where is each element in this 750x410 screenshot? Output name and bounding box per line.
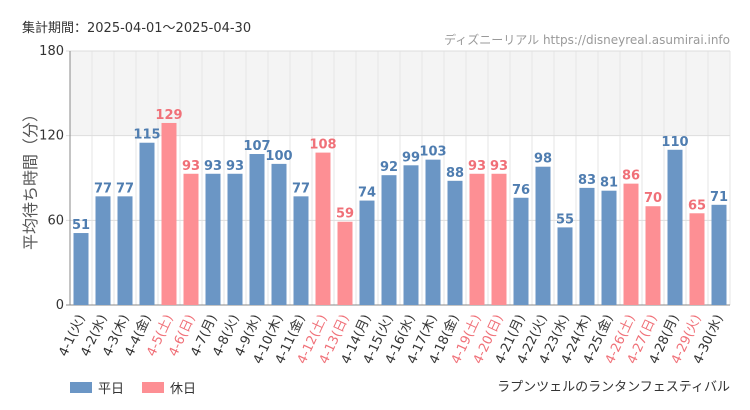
bar — [183, 173, 199, 305]
bar-value-label: 51 — [72, 218, 90, 233]
bar — [205, 173, 221, 305]
bar-value-label: 99 — [402, 150, 420, 165]
bar — [249, 154, 265, 305]
bar-value-label: 77 — [116, 181, 134, 196]
bar-value-label: 129 — [155, 108, 182, 123]
bar — [623, 183, 639, 305]
y-tick-label: 120 — [39, 129, 64, 144]
bar — [579, 187, 595, 305]
bar — [337, 221, 353, 305]
bar — [447, 180, 463, 305]
bar-value-label: 108 — [309, 138, 336, 153]
legend-label-weekday: 平日 — [98, 382, 125, 397]
y-axis-label: 平均待ち時間（分） — [21, 106, 40, 250]
y-tick-label: 60 — [47, 213, 64, 228]
bar — [161, 122, 177, 305]
bar — [271, 163, 287, 305]
bar — [403, 165, 419, 305]
bar-value-label: 77 — [292, 181, 310, 196]
bar — [667, 149, 683, 305]
legend-item-weekday: 平日 — [70, 378, 124, 397]
bar-value-label: 83 — [578, 173, 596, 188]
bar — [359, 200, 375, 305]
bar-value-label: 115 — [133, 128, 160, 143]
legend-item-holiday: 休日 — [142, 378, 196, 397]
bar — [117, 196, 133, 305]
bar-value-label: 100 — [265, 149, 292, 164]
bar-value-label: 110 — [661, 135, 688, 150]
legend-label-holiday: 休日 — [170, 382, 197, 397]
bar — [315, 152, 331, 305]
bar — [293, 196, 309, 305]
bar-value-label: 88 — [446, 166, 464, 181]
chart-subtitle: ラプンツェルのランタンフェスティバル — [497, 380, 730, 395]
bar — [381, 175, 397, 305]
bar — [469, 173, 485, 305]
bar — [711, 204, 727, 305]
y-tick-label: 180 — [39, 44, 64, 59]
bar — [513, 197, 529, 305]
bar-value-label: 70 — [644, 191, 662, 206]
bar-value-label: 86 — [622, 169, 640, 184]
bar-value-label: 92 — [380, 160, 398, 175]
bar-value-label: 93 — [226, 159, 244, 174]
bar-value-label: 107 — [243, 139, 270, 154]
bar-value-label: 98 — [534, 152, 552, 167]
legend-swatch-holiday — [142, 382, 165, 393]
y-tick-label: 0 — [56, 298, 64, 313]
bar-value-label: 93 — [490, 159, 508, 174]
bar-value-label: 65 — [688, 198, 706, 213]
bar-value-label: 93 — [204, 159, 222, 174]
bar — [557, 227, 573, 305]
bar — [601, 190, 617, 305]
bar-value-label: 76 — [512, 183, 530, 198]
bar-value-label: 93 — [182, 159, 200, 174]
bar — [73, 233, 89, 305]
chart-legend: 平日 休日 — [70, 378, 196, 397]
bar — [535, 166, 551, 305]
source-credit: ディズニーリアル https://disneyreal.asumirai.inf… — [444, 33, 730, 47]
bar-value-label: 55 — [556, 212, 574, 227]
bar — [491, 173, 507, 305]
bar-value-label: 93 — [468, 159, 486, 174]
collection-period: 集計期間：2025-04-01～2025-04-30 — [22, 21, 252, 36]
bar — [227, 173, 243, 305]
bar-value-label: 103 — [419, 145, 446, 160]
bar-value-label: 74 — [358, 186, 376, 201]
bar — [95, 196, 111, 305]
legend-swatch-weekday — [70, 382, 92, 393]
bar-value-label: 77 — [94, 181, 112, 196]
bar — [425, 159, 441, 305]
bar — [689, 213, 705, 305]
bar-value-label: 59 — [336, 207, 354, 222]
bar-value-label: 71 — [710, 190, 728, 205]
bar-value-label: 81 — [600, 176, 618, 191]
bar — [645, 206, 661, 305]
bar — [139, 142, 155, 305]
